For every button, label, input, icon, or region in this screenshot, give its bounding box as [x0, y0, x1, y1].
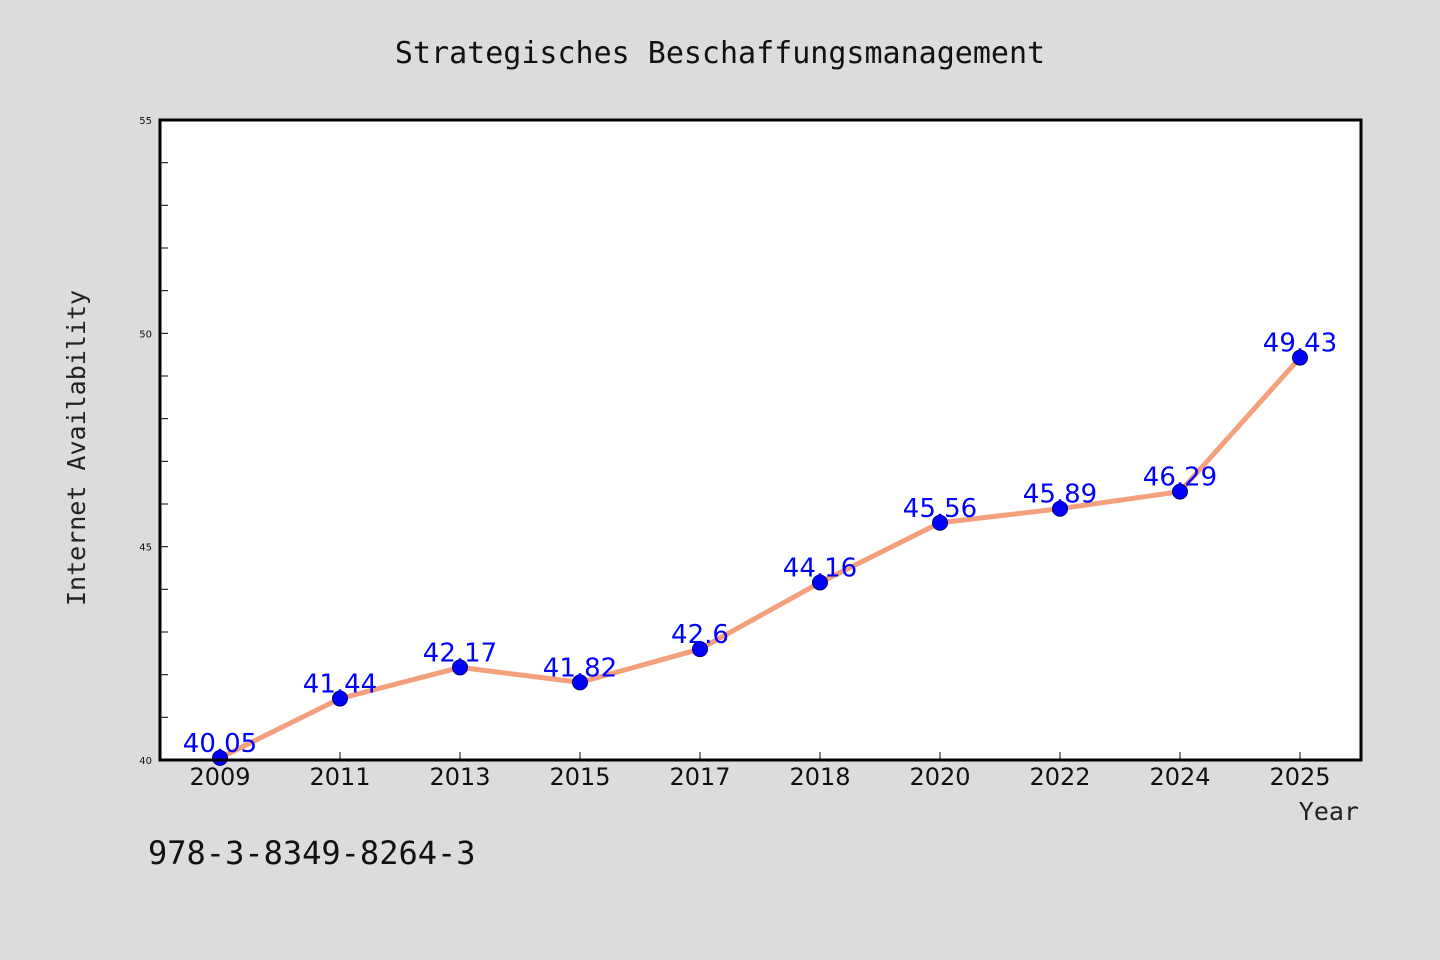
data-point-marker: [332, 690, 348, 707]
y-tick-label: 50: [139, 329, 152, 340]
chart-title: Strategisches Beschaffungsmanagement: [395, 36, 1045, 71]
y-tick-label: 55: [139, 116, 152, 127]
data-point-label: 42.6: [671, 620, 729, 650]
isbn-text: 978-3-8349-8264-3: [148, 834, 476, 872]
x-tick-label: 2020: [909, 763, 970, 791]
data-point-marker: [212, 749, 228, 766]
x-tick-label: 2015: [549, 763, 610, 791]
data-point-marker: [1172, 483, 1188, 500]
data-point-label: 46.29: [1143, 463, 1217, 493]
data-point-marker: [932, 514, 948, 531]
x-tick-label: 2018: [789, 763, 850, 791]
data-point-marker: [572, 674, 588, 691]
data-point-label: 42.17: [423, 638, 497, 668]
x-tick-label: 2017: [669, 763, 730, 791]
series-line-layer: [217, 355, 1303, 761]
data-point-label: 41.44: [303, 670, 377, 700]
x-tick-label: 2025: [1269, 763, 1330, 791]
x-tick-label: 2009: [189, 763, 250, 791]
series-line: [217, 355, 1303, 761]
data-point-label: 45.56: [903, 494, 977, 524]
data-point-label: 41.82: [543, 653, 617, 683]
x-tick-label: 2024: [1149, 763, 1210, 791]
x-tick-label: 2013: [429, 763, 490, 791]
data-point-marker: [1052, 500, 1068, 517]
y-tick-label: 45: [139, 543, 152, 554]
x-tick-label: 2022: [1029, 763, 1090, 791]
data-point-label: 44.16: [783, 554, 857, 584]
data-point-marker: [692, 641, 708, 658]
data-point-label: 40.05: [183, 729, 257, 759]
x-tick-label: 2011: [309, 763, 370, 791]
data-point-label: 49.43: [1263, 329, 1337, 359]
data-point-marker: [1292, 349, 1308, 366]
y-tick-label: 40: [139, 756, 152, 767]
markers-layer: [212, 349, 1308, 766]
data-point-marker: [452, 659, 468, 676]
data-labels-layer: 40.05 41.44 42.17 41.82 42.6 44.16 45.56 45.89 4…: [183, 329, 1337, 759]
plot-frame: [158, 118, 1363, 762]
axis-ticks: 40 45 50 55 2009 2011 2013 2015 2017 2018 2020 2022…: [139, 116, 1330, 791]
plot-area: [160, 120, 1361, 760]
x-axis-label: Year: [1299, 797, 1359, 826]
data-point-marker: [812, 574, 828, 591]
data-point-label: 45.89: [1023, 480, 1097, 510]
y-axis-label: Internet Availability: [62, 290, 91, 606]
